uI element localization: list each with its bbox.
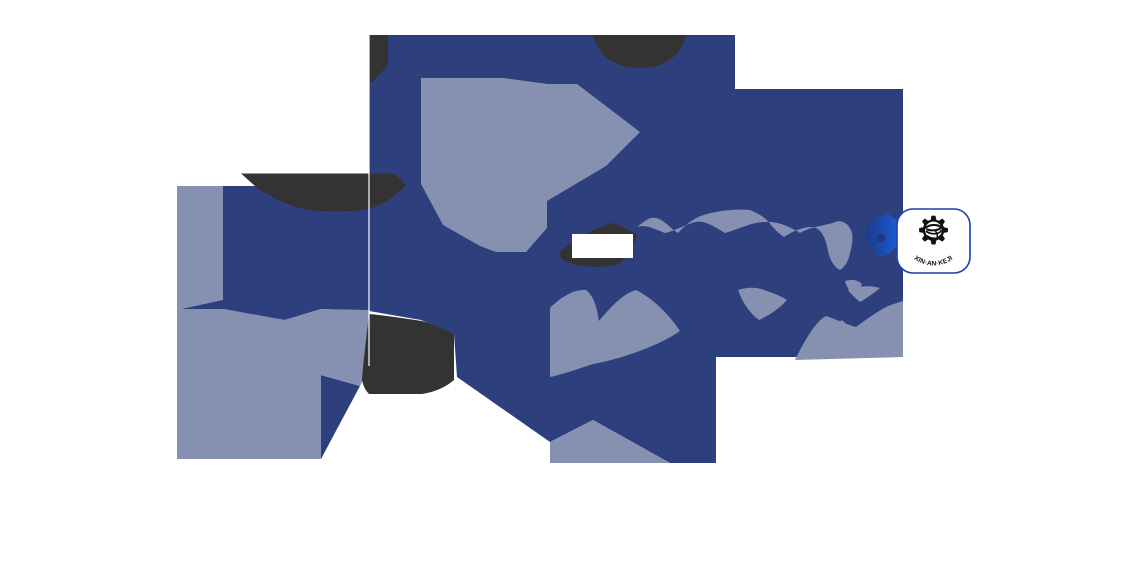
svg-text:XIN·AN·KEJI: XIN·AN·KEJI [913,255,954,268]
